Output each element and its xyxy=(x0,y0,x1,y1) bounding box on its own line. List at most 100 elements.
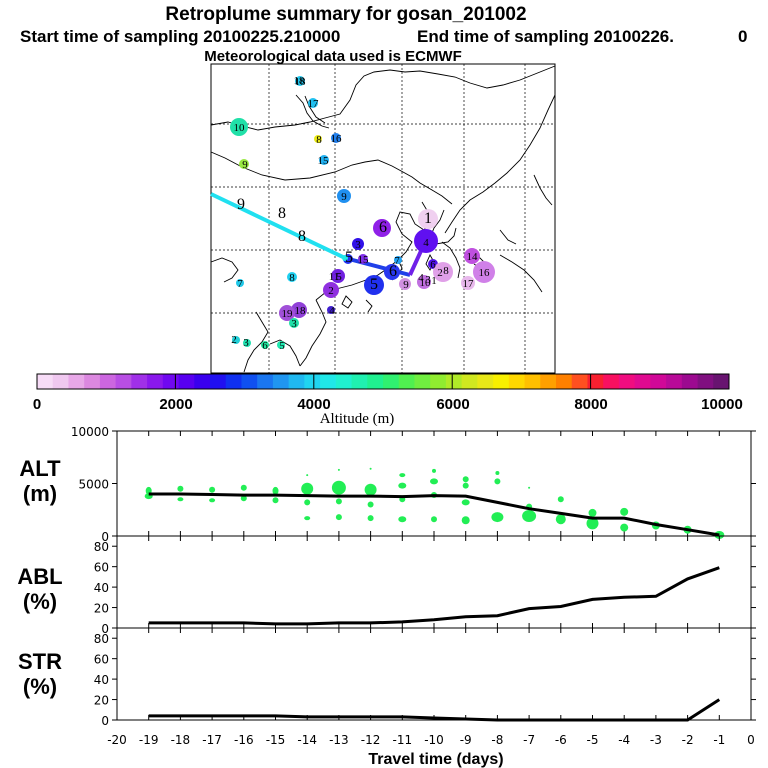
colorbar-cell xyxy=(68,374,85,389)
plume-day-label: 10 xyxy=(234,122,246,134)
plume-day-label: 14 xyxy=(467,251,479,263)
plume-dot xyxy=(417,275,431,289)
alt-scatter-point xyxy=(209,498,216,503)
plume-day-label: 5 xyxy=(370,276,378,293)
colorbar-cell xyxy=(634,374,651,389)
alt-scatter-point xyxy=(398,482,407,489)
str-series-line xyxy=(148,698,721,722)
plume-day-label: 5 xyxy=(279,340,285,352)
end-time-suffix: 0 xyxy=(738,27,747,46)
x-tick-label: 0 xyxy=(747,733,755,747)
plume-day-label: 18 xyxy=(295,305,307,317)
x-tick-label: -1 xyxy=(713,733,725,747)
colorbar-cell xyxy=(37,374,54,389)
y-tick-label: 10000 xyxy=(71,425,109,439)
alt-scatter-point xyxy=(177,497,184,502)
colorbar-cell xyxy=(713,374,730,389)
str-panel: STR (%) 0 20 40 60 80 xyxy=(18,627,756,728)
alt-scatter-point xyxy=(398,516,407,523)
plume-dot xyxy=(289,318,299,328)
alt-panel: ALT (m) 0 5000 10000 xyxy=(19,425,756,544)
alt-scatter-point xyxy=(495,471,500,475)
alt-scatter-point xyxy=(335,498,342,505)
start-time-label: Start time of sampling 20100225.210000 xyxy=(20,27,340,46)
plume-day-label: 6 xyxy=(389,263,397,280)
alt-scatter-point xyxy=(367,515,374,522)
plume-day-label: 17 xyxy=(463,278,475,290)
alt-scatter-point xyxy=(240,484,247,491)
alt-scatter xyxy=(144,467,725,539)
plume-dot xyxy=(279,305,295,321)
plume-day-label: 7 xyxy=(237,278,243,290)
colorbar-cell xyxy=(603,374,620,389)
alt-scatter-point xyxy=(335,514,342,521)
y-tick-label: 0 xyxy=(101,530,109,544)
plume-dot xyxy=(261,341,269,349)
plume-day-label: 6 xyxy=(262,340,268,352)
alt-scatter-point xyxy=(304,516,311,521)
colorbar-cell xyxy=(461,374,478,389)
plume-day-label: 8 xyxy=(298,228,306,245)
map-gridlines xyxy=(211,64,555,373)
plume-day-label: 10 xyxy=(420,277,432,289)
alt-scatter-point xyxy=(306,474,309,477)
alt-scatter-point xyxy=(432,468,436,473)
alt-scatter-point xyxy=(586,517,599,530)
colorbar-cell xyxy=(162,374,179,389)
colorbar-cell xyxy=(650,374,667,389)
colorbar-cell xyxy=(335,374,352,389)
x-tick-label: -5 xyxy=(587,733,599,747)
abl-ylabel: ABL xyxy=(17,564,62,589)
colorbar-cell xyxy=(272,374,290,389)
alt-scatter-point xyxy=(240,495,247,502)
alt-scatter-point xyxy=(461,499,470,506)
colorbar-cell xyxy=(131,374,148,389)
plume-dot xyxy=(373,219,391,237)
colorbar-cell xyxy=(681,374,698,389)
map-frame xyxy=(210,63,556,374)
colorbar-cell xyxy=(257,374,274,389)
plume-day-label: 2 xyxy=(328,285,334,297)
y-tick-label: 20 xyxy=(94,694,109,708)
colorbar-cell xyxy=(445,374,463,389)
alt-scatter-point xyxy=(528,486,531,489)
plume-dot xyxy=(337,189,351,203)
x-axis: -20 -19 -18 -17 -16 -15 -14 -13 -12 -11 -10 -9 -8 -7-… xyxy=(107,733,755,747)
colorbar-cell xyxy=(99,374,117,389)
x-tick-label: -18 xyxy=(171,733,191,747)
plume-day-label: 2 xyxy=(231,334,237,346)
plume-dot xyxy=(323,282,339,298)
end-time-label: End time of sampling 20100226. xyxy=(417,27,674,46)
alt-scatter-point xyxy=(555,514,566,525)
abl-yunit: (%) xyxy=(23,589,57,614)
plume-dot xyxy=(287,272,297,282)
plume-dot xyxy=(394,256,402,264)
plume-day-label: 9 xyxy=(242,159,248,171)
x-tick-label: -13 xyxy=(329,733,349,747)
colorbar-cell xyxy=(493,374,510,389)
plume-day-label: 6 xyxy=(379,219,387,236)
alt-scatter-point xyxy=(177,485,184,492)
plume-day-label: 2 xyxy=(437,267,443,279)
x-tick-label: -3 xyxy=(650,733,662,747)
figure-title: Retroplume summary for gosan_201002 xyxy=(165,4,526,25)
plume-day-label: 18 xyxy=(295,76,307,88)
y-tick-label: 80 xyxy=(94,632,109,646)
plume-dot xyxy=(399,278,411,290)
alt-scatter-point xyxy=(620,507,629,516)
y-tick-label: 0 xyxy=(101,622,109,636)
plume-day-label: 8 xyxy=(316,134,322,146)
str-ylabel: STR xyxy=(18,649,62,674)
alt-scatter-point xyxy=(337,468,340,471)
plume-dot xyxy=(342,255,348,261)
plume-dot xyxy=(314,135,322,143)
plume-day-label: 8 xyxy=(443,265,449,277)
colorbar-title: Altitude (m) xyxy=(320,411,395,427)
plume-dot xyxy=(331,133,341,143)
x-tick-label: -2 xyxy=(682,733,694,747)
colorbar-cell xyxy=(414,374,431,389)
colorbar-label-4000: 4000 xyxy=(297,396,330,413)
plume-dot xyxy=(277,341,285,349)
